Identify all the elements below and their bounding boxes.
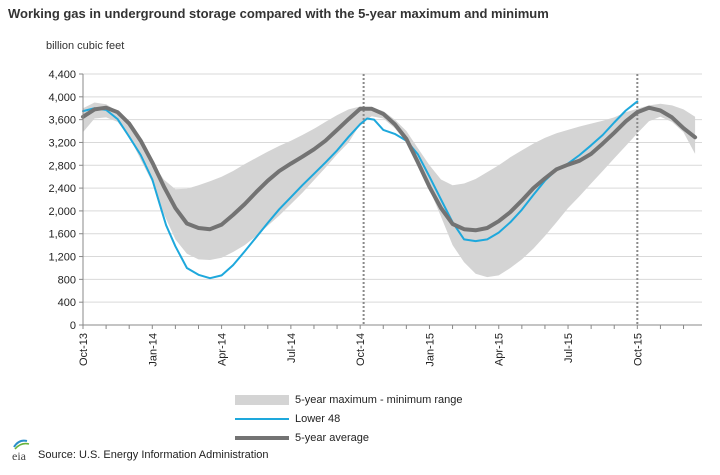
legend-swatch-range	[235, 394, 289, 405]
chart-title: Working gas in underground storage compa…	[8, 6, 549, 21]
x-tick-labels: Oct-13 Jan-14 Apr-14 Jul-14 Oct-14 Jan-15 Apr-…	[78, 333, 644, 367]
x-tick-label-8: Oct-15	[632, 333, 644, 366]
gridlines	[83, 73, 702, 303]
x-tick-label-7: Jul-15	[563, 333, 575, 363]
range-band	[83, 102, 696, 278]
range-band-area	[83, 102, 696, 278]
legend: 5-year maximum - minimum range Lower 48 …	[235, 390, 462, 447]
lower48-line	[82, 100, 639, 280]
axes	[79, 73, 702, 329]
x-tick-label-3: Jul-14	[286, 333, 298, 363]
legend-label-lower48: Lower 48	[295, 412, 341, 425]
x-tick-label-6: Apr-15	[494, 333, 506, 366]
source-note: Source: U.S. Energy Information Administ…	[38, 449, 269, 461]
x-tick-label-1: Jan-14	[147, 333, 159, 367]
y-tick-label-7: 2,800	[48, 160, 76, 172]
eia-logo: eia	[12, 439, 30, 463]
legend-item-average: 5-year average	[235, 428, 462, 447]
average-line	[81, 105, 698, 233]
y-tick-label-2: 800	[58, 274, 76, 286]
y-tick-label-0: 0	[70, 320, 76, 332]
legend-swatch-lower48	[235, 417, 289, 420]
legend-label-range: 5-year maximum - minimum range	[295, 393, 463, 406]
x-tick-label-2: Apr-14	[217, 333, 229, 366]
y-tick-label-11: 4,400	[48, 69, 76, 81]
eia-logo-text: eia	[12, 449, 27, 463]
storage-chart: 0 400 800 1,200 1,600 2,000 2,400 2,800 3,200 3,6…	[48, 69, 702, 367]
y-tick-label-6: 2,400	[48, 183, 76, 195]
x-tick-label-0: Oct-13	[78, 333, 90, 366]
x-tick-label-4: Oct-14	[355, 333, 367, 366]
legend-swatch-average	[235, 435, 289, 440]
legend-item-lower48: Lower 48	[235, 409, 462, 428]
legend-item-range: 5-year maximum - minimum range	[235, 390, 462, 409]
y-tick-label-1: 400	[58, 297, 76, 309]
series-lines	[81, 100, 698, 280]
y-axis-unit-label: billion cubic feet	[46, 40, 125, 52]
y-tick-label-8: 3,200	[48, 137, 76, 149]
vertical-markers	[362, 74, 639, 325]
x-tick-label-5: Jan-15	[424, 333, 436, 367]
y-tick-label-3: 1,200	[48, 252, 76, 264]
y-tick-label-5: 2,000	[48, 206, 76, 218]
y-tick-labels: 0 400 800 1,200 1,600 2,000 2,400 2,800 3,200 3,6…	[48, 69, 76, 332]
y-tick-label-10: 4,000	[48, 92, 76, 104]
y-tick-label-9: 3,600	[48, 115, 76, 127]
legend-label-average: 5-year average	[295, 431, 369, 444]
y-tick-label-4: 1,600	[48, 229, 76, 241]
